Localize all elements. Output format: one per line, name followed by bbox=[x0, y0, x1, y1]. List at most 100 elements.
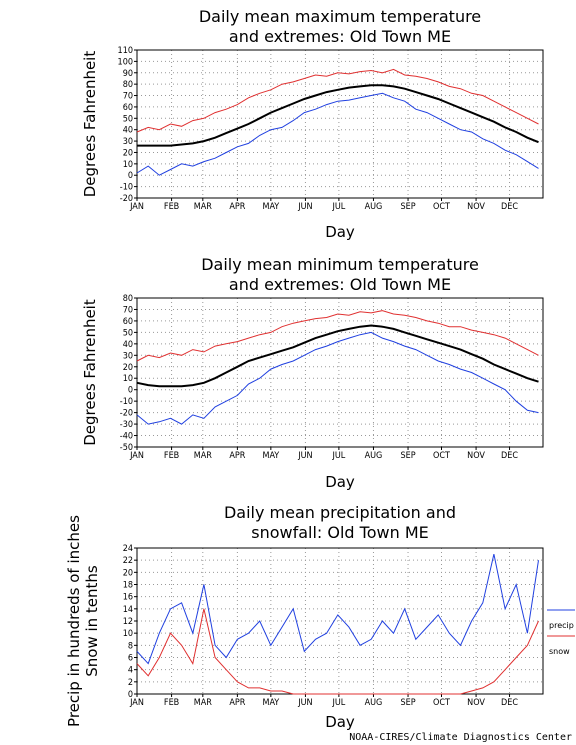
x-tick-label: AUG bbox=[365, 698, 383, 708]
y-tick-label: 30 bbox=[123, 351, 133, 361]
y-tick-label: 10 bbox=[123, 374, 133, 384]
x-tick-label: OCT bbox=[433, 202, 450, 212]
data-line bbox=[137, 84, 539, 147]
x-axis-label: Day bbox=[325, 223, 355, 241]
chart-title: Daily mean precipitation and bbox=[224, 503, 456, 522]
x-tick-label: MAR bbox=[194, 202, 213, 212]
y-tick-label: 0 bbox=[128, 386, 133, 396]
x-axis-label: Day bbox=[325, 713, 355, 731]
footer: NOAA-CIRES/Climate Diagnostics Center bbox=[349, 732, 572, 743]
x-tick-label: MAR bbox=[194, 698, 213, 708]
y-tick-label: 4 bbox=[128, 666, 133, 676]
y-tick-label: 16 bbox=[123, 593, 133, 603]
y-tick-label: 80 bbox=[123, 294, 133, 304]
x-tick-label: SEP bbox=[400, 202, 415, 212]
y-tick-label: 70 bbox=[123, 92, 133, 102]
data-line bbox=[136, 68, 539, 133]
x-tick-label: JUL bbox=[331, 202, 345, 212]
y-tick-label: 24 bbox=[123, 544, 133, 554]
data-line bbox=[136, 310, 539, 362]
plot-frame bbox=[136, 297, 544, 448]
y-axis-label: Degrees Fahrenheit bbox=[81, 299, 99, 446]
y-tick-label: 40 bbox=[123, 340, 133, 350]
x-tick-label: AUG bbox=[365, 202, 383, 212]
x-tick-label: OCT bbox=[433, 698, 450, 708]
x-tick-label: JUL bbox=[331, 451, 345, 461]
y-tick-label: 0 bbox=[128, 690, 133, 700]
x-tick-label: MAY bbox=[262, 451, 279, 461]
y-tick-label: 14 bbox=[123, 605, 133, 615]
y-tick-label: 30 bbox=[123, 137, 133, 147]
x-tick-label: JAN bbox=[129, 698, 144, 708]
y-tick-label: 0 bbox=[128, 171, 133, 181]
x-axis-label: Day bbox=[325, 473, 355, 491]
x-tick-label: JUN bbox=[297, 698, 312, 708]
y-tick-label: 10 bbox=[123, 160, 133, 170]
plot-frame bbox=[136, 49, 544, 199]
x-tick-label: JAN bbox=[129, 202, 144, 212]
y-tick-label: 18 bbox=[123, 581, 133, 591]
chart-title: snowfall: Old Town ME bbox=[251, 523, 429, 542]
y-axis-label: Snow in tenths bbox=[83, 565, 101, 677]
y-tick-label: -20 bbox=[120, 194, 133, 204]
x-tick-label: MAY bbox=[262, 202, 279, 212]
y-tick-label: 60 bbox=[123, 317, 133, 327]
x-tick-label: OCT bbox=[433, 451, 450, 461]
x-tick-label: FEB bbox=[164, 698, 179, 708]
x-tick-label: JAN bbox=[129, 451, 144, 461]
y-tick-label: 60 bbox=[123, 103, 133, 113]
x-tick-label: NOV bbox=[467, 202, 485, 212]
x-tick-label: MAR bbox=[194, 451, 213, 461]
y-tick-label: 80 bbox=[123, 80, 133, 90]
x-tick-label: DEC bbox=[501, 451, 518, 461]
chart-title: and extremes: Old Town ME bbox=[229, 27, 451, 46]
y-tick-label: 20 bbox=[123, 568, 133, 578]
x-tick-label: APR bbox=[229, 698, 245, 708]
y-axis-label: Precip in hundreds of inches bbox=[65, 515, 83, 727]
legend-label: precip bbox=[549, 621, 574, 630]
chart-title: Daily mean minimum temperature bbox=[201, 255, 479, 274]
x-tick-label: SEP bbox=[400, 698, 415, 708]
y-tick-label: -10 bbox=[120, 183, 133, 193]
y-tick-label: 20 bbox=[123, 363, 133, 373]
x-tick-label: JUN bbox=[297, 451, 312, 461]
data-line bbox=[136, 324, 539, 388]
y-tick-label: 12 bbox=[123, 617, 133, 627]
x-tick-label: SEP bbox=[400, 451, 415, 461]
chart-title: and extremes: Old Town ME bbox=[229, 275, 451, 294]
y-tick-label: -40 bbox=[120, 432, 133, 442]
y-tick-label: -50 bbox=[120, 443, 133, 453]
x-tick-label: NOV bbox=[467, 698, 485, 708]
x-tick-label: FEB bbox=[164, 202, 179, 212]
y-tick-label: -20 bbox=[120, 409, 133, 419]
data-line bbox=[136, 553, 539, 665]
y-tick-label: 22 bbox=[123, 556, 133, 566]
legend-label: snow bbox=[549, 647, 570, 656]
y-tick-label: 20 bbox=[123, 148, 133, 158]
data-line bbox=[136, 331, 539, 425]
y-tick-label: -30 bbox=[120, 420, 133, 430]
y-tick-label: 6 bbox=[128, 654, 133, 664]
data-line bbox=[136, 92, 539, 176]
x-tick-label: AUG bbox=[365, 451, 383, 461]
y-tick-label: -10 bbox=[120, 397, 133, 407]
x-tick-label: APR bbox=[229, 451, 245, 461]
y-tick-label: 8 bbox=[128, 641, 133, 651]
y-tick-label: 10 bbox=[123, 629, 133, 639]
y-tick-label: 90 bbox=[123, 69, 133, 79]
x-tick-label: MAY bbox=[262, 698, 279, 708]
x-tick-label: NOV bbox=[467, 451, 485, 461]
y-tick-label: 40 bbox=[123, 126, 133, 136]
y-axis-label: Degrees Fahrenheit bbox=[81, 51, 99, 198]
x-tick-label: APR bbox=[229, 202, 245, 212]
x-tick-label: DEC bbox=[501, 698, 518, 708]
x-tick-label: FEB bbox=[164, 451, 179, 461]
y-tick-label: 50 bbox=[123, 328, 133, 338]
data-line bbox=[136, 608, 539, 695]
x-tick-label: JUL bbox=[331, 698, 345, 708]
x-tick-label: DEC bbox=[501, 202, 518, 212]
y-tick-label: 2 bbox=[128, 678, 133, 688]
y-tick-label: 70 bbox=[123, 305, 133, 315]
x-tick-label: JUN bbox=[297, 202, 312, 212]
